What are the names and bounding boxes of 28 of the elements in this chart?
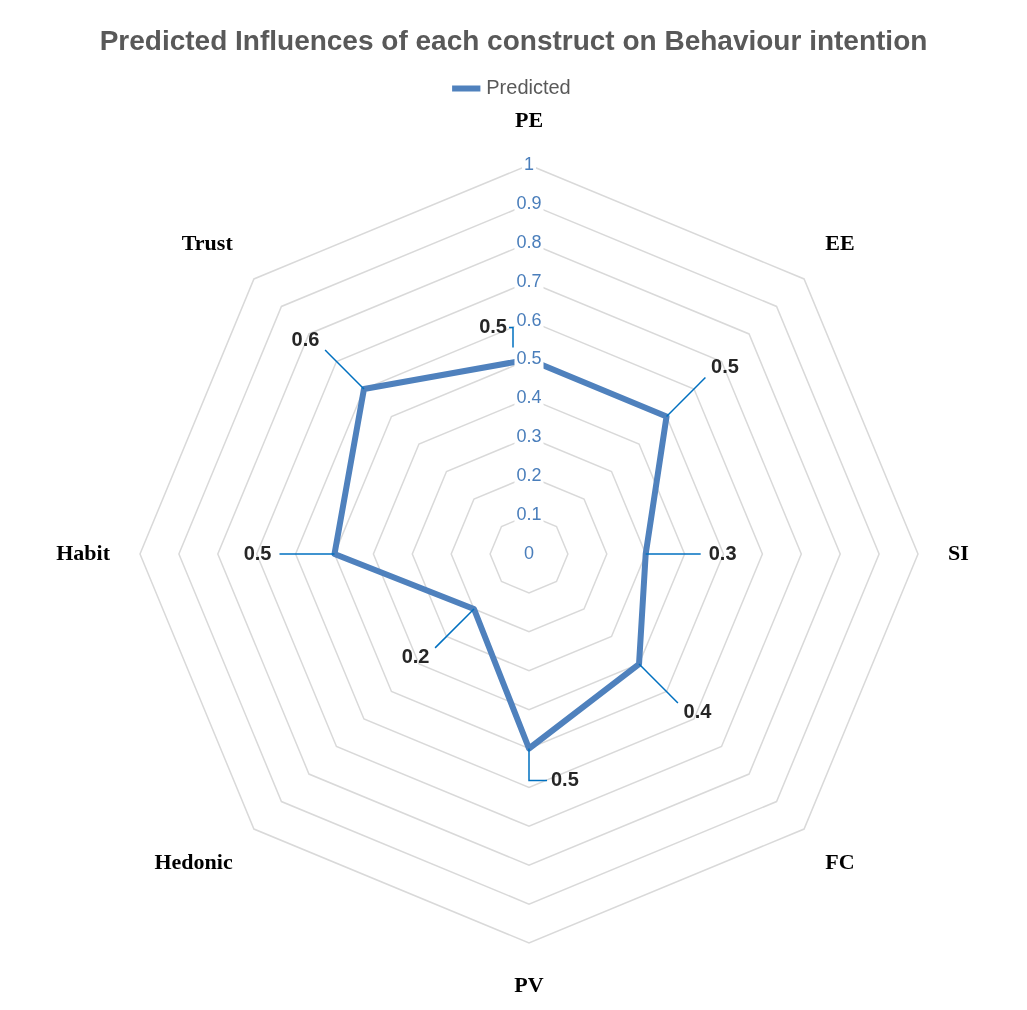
chart-title: Predicted Influences of each construct on Behaviour intention <box>99 24 928 56</box>
spoke-label: Hedonic <box>154 849 233 875</box>
data-label: 0.3 <box>708 541 737 564</box>
y-tick-label: 0.9 <box>516 192 542 213</box>
y-tick-label: 0.4 <box>516 387 542 408</box>
data-label: 0.2 <box>401 645 430 668</box>
data-label: 0.4 <box>683 700 713 723</box>
data-label: 0.5 <box>711 355 739 378</box>
y-tick-label: 0.7 <box>516 270 542 291</box>
spoke-label: PE <box>514 107 544 133</box>
spoke-label: FC <box>825 849 855 875</box>
spoke-label: Trust <box>181 230 234 256</box>
spoke-label: Habit <box>56 539 111 565</box>
spoke-label: SI <box>948 539 969 565</box>
spoke-label: PV <box>514 971 544 997</box>
legend-label: Predicted <box>486 76 571 99</box>
y-tick-label: 0.3 <box>516 426 542 447</box>
data-label: 0.5 <box>551 768 579 791</box>
y-tick-label: 0.8 <box>516 231 542 252</box>
spoke-label: EE <box>825 230 855 256</box>
y-tick-label: 1 <box>523 153 535 174</box>
data-label: 0.5 <box>243 541 272 564</box>
y-tick-label: 0.2 <box>516 465 542 486</box>
y-tick-label: 0 <box>523 542 535 563</box>
data-label: 0.6 <box>291 327 320 350</box>
data-label: 0.5 <box>479 315 507 338</box>
y-tick-label: 0.6 <box>516 309 542 330</box>
y-tick-label: 0.1 <box>516 504 542 525</box>
